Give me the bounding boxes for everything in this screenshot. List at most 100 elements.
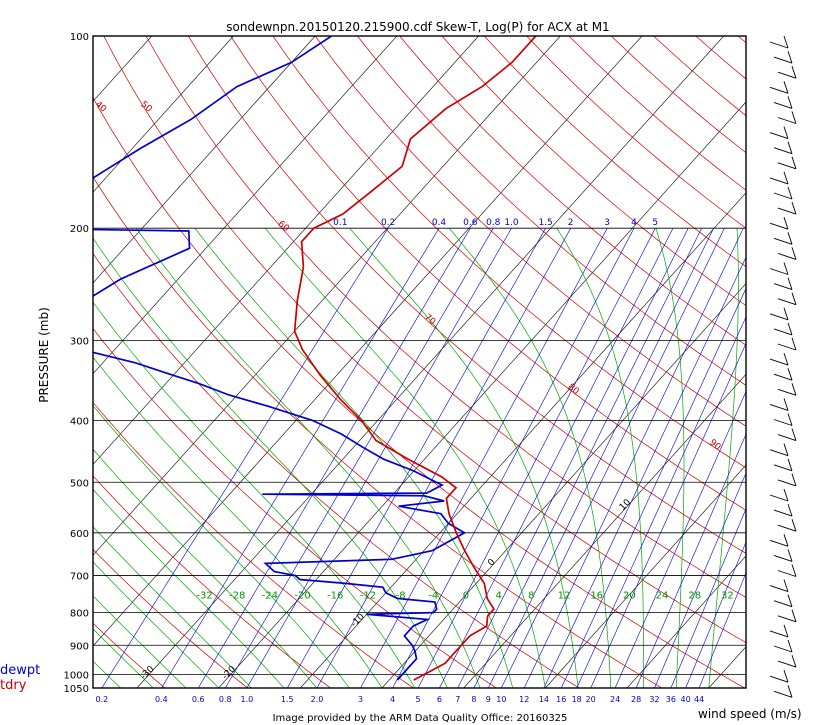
mixing-ratio-line [543,256,746,688]
wind-barb-feather [783,217,789,230]
isotherm [381,283,746,688]
mixing-ratio-line [590,342,746,688]
dry-adiabat [357,36,746,386]
mixing-ratio-line [360,228,608,688]
wind-barb [773,419,793,426]
temperature-tick-label: -4 [428,591,438,602]
isotherm [93,36,398,375]
mixing-ratio-line [614,390,746,688]
legend-dewpt: dewpt [0,663,40,678]
moist-adiabat [264,227,546,688]
sounding-series [93,36,537,681]
moist-adiabat [93,561,219,688]
moist-adiabat [93,448,317,688]
wind-barb [777,343,797,351]
temperature-tick-label: 24 [656,591,669,602]
mixing-ratio-top-label: 0.1 [333,218,347,228]
moist-adiabat [93,301,416,688]
wind-barb [773,645,793,653]
wind-barb [773,328,793,336]
mixing-ratio-bottom-label: 9 [486,695,491,704]
tdry-line [293,36,537,681]
wind-barb [777,524,797,532]
isotherm-grid [93,36,746,688]
wind-barb-feather [787,50,793,64]
mixing-ratio-bottom-label: 0.2 [95,695,108,704]
dry-adiabat [93,548,248,688]
wind-barb [773,101,793,109]
wind-barb [769,403,789,411]
wind-barb-feather [791,201,797,215]
moist-adiabat [93,488,285,688]
mixing-ratio-bottom-label: 28 [631,695,641,704]
wind-barb-feather [791,564,797,577]
isotherm [93,36,316,284]
mixing-ratio-bottom-label: 1.0 [240,695,253,704]
isotherm [545,464,746,688]
wind-barb [777,660,797,668]
temperature-tick-label: 12 [558,591,571,602]
dry-adiabat [399,36,746,346]
wind-barb-feather [791,473,797,487]
mixing-ratio-line [635,433,746,688]
wind-barbs [769,35,797,698]
mixing-ratio-bottom-label: 32 [649,695,659,704]
wind-barb-feather [791,156,797,169]
wind-barb-feather [787,639,793,653]
wind-barb [773,192,793,200]
mixing-ratio-line [576,316,746,688]
isotherm-label: -20 [221,664,239,682]
moist-adiabat [708,228,739,688]
mixing-ratio-line [197,228,471,688]
mixing-ratio-bottom-label: 0.8 [219,695,232,704]
theta-label: 60 [276,219,291,234]
wind-barb [773,554,793,562]
wind-barb [777,252,797,260]
wind-barb [773,464,793,472]
chart-title: sondewnpn.20150120.215900.cdf Skew-T, Lo… [226,20,609,34]
mixing-ratio-line [488,228,714,688]
wind-barb [777,570,797,577]
pressure-tick-label: 100 [70,32,89,43]
pressure-tick-label: 1050 [64,684,89,695]
y-axis-label: PRESSURE (mb) [37,307,51,403]
wind-barb-feather [787,368,793,381]
wind-barb [769,132,789,140]
dry-adiabat [93,252,580,688]
mixing-ratio-top-label: 5 [652,218,658,228]
mixing-ratio-line [316,228,571,688]
dry-adiabat [145,36,746,598]
temperature-tick-label: 28 [688,591,701,602]
pressure-tick-label: 1000 [64,670,89,681]
wind-barb-feather [787,322,793,336]
pressure-tick-label: 200 [70,224,89,235]
mixing-ratio-line [246,228,512,688]
dry-adiabat [568,36,746,191]
mixing-ratio-top-label: 1.5 [538,218,552,228]
temperature-tick-label: 32 [721,591,734,602]
wind-barb-feather [783,624,789,638]
temperature-tick-label: -12 [360,591,376,602]
moist-adiabat [655,228,685,688]
wind-barb-feather [783,398,789,411]
mixing-ratio-bottom-label: 44 [694,695,704,704]
isotherm [626,555,746,688]
mixing-ratio-top-label: 0.6 [463,218,478,228]
mixing-ratio-bottom-label: 2.0 [311,695,324,704]
wind-barb-feather [791,383,797,396]
moist-adiabat [93,237,448,688]
wind-barb [769,222,789,230]
wind-barb-feather [783,262,789,275]
wind-barb [773,600,793,608]
isotherm-label: -30 [139,664,157,682]
dry-adiabat-grid [93,36,746,688]
mixing-ratio-line [392,228,635,688]
wind-barb [777,71,797,79]
isotherm [218,101,746,688]
dry-adiabat [230,36,746,511]
isotherm [463,373,746,688]
temperature-tick-label: -28 [229,591,245,602]
temperature-tick-label: 8 [528,591,534,602]
mixing-ratio-line [417,228,656,688]
